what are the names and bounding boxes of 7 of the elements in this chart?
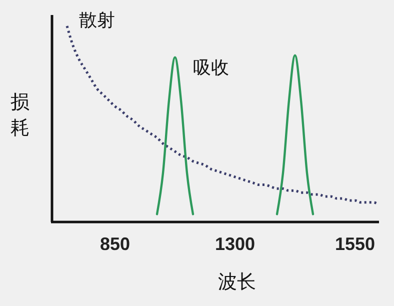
x-tick-label: 1300 <box>214 234 256 254</box>
x-tick-label: 850 <box>100 234 130 254</box>
x-tick-label: 1550 <box>334 234 376 254</box>
series-label: 吸收 <box>193 57 229 78</box>
series-label: 散射 <box>79 10 115 31</box>
y-axis-title: 损耗 <box>10 91 30 139</box>
x-axis-title: 波长 <box>218 271 256 293</box>
